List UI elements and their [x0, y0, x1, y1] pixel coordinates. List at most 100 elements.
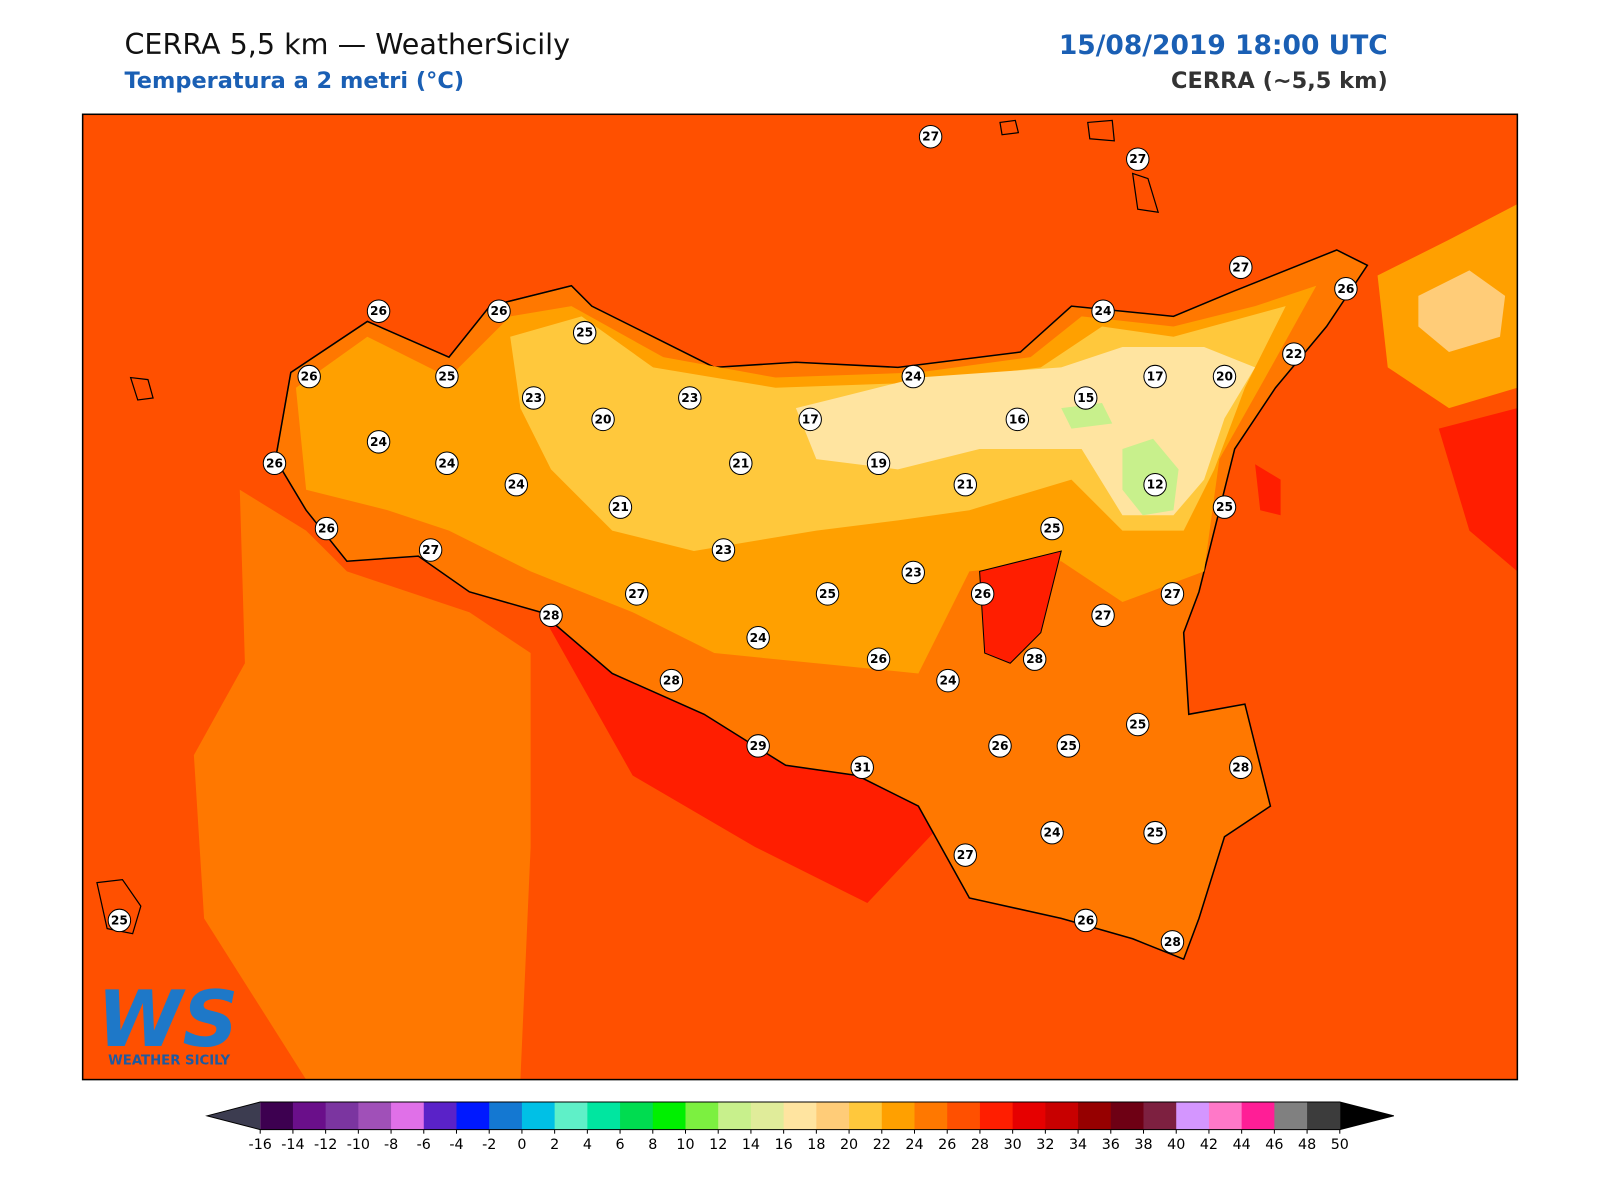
colorbar-under	[207, 1102, 261, 1130]
subtitle: Temperatura a 2 metri (°C)	[124, 68, 464, 94]
station-value: 16	[1009, 412, 1026, 426]
station-marker	[539, 603, 563, 628]
colorbar-segment	[456, 1102, 490, 1130]
station-marker	[1143, 364, 1167, 389]
station-value: 25	[1044, 522, 1061, 536]
station: 31	[850, 755, 874, 780]
station-marker	[1091, 603, 1115, 628]
colorbar-tick-label: 50	[1331, 1137, 1349, 1153]
station-marker	[1126, 712, 1150, 737]
station: 23	[711, 538, 736, 562]
colorbar-segment	[1078, 1102, 1112, 1130]
station: 19	[866, 451, 891, 475]
station: 24	[936, 668, 960, 693]
colorbar-tick-label: 24	[905, 1137, 923, 1153]
borders	[275, 285, 1062, 664]
station: 24	[366, 430, 391, 454]
colorbar-tick-label: -14	[281, 1137, 304, 1153]
station-value: 26	[1337, 282, 1354, 296]
colorbar-tick-label: 46	[1265, 1137, 1283, 1153]
station-marker	[1282, 342, 1306, 366]
station: 24	[1040, 820, 1064, 845]
colorbar-tick-label: 34	[1069, 1137, 1087, 1153]
colorbar-tick-label: -10	[347, 1137, 370, 1153]
station-marker	[366, 430, 391, 454]
station-marker	[608, 495, 633, 519]
colorbar-tick-label: 14	[742, 1137, 760, 1153]
station-marker	[297, 364, 321, 389]
model: CERRA (~5,5 km)	[1171, 68, 1388, 94]
colorbar-tick-label: 4	[583, 1137, 592, 1153]
colorbar-segment	[1176, 1102, 1210, 1130]
station: 26	[366, 299, 391, 323]
station: 26	[1073, 908, 1098, 933]
station-marker	[798, 407, 822, 432]
station-marker	[435, 364, 459, 389]
stations: 27 27 27 26 26 26 25 24 22 26 25 24 17 20 23 23 15 20 17 16…	[107, 125, 1358, 954]
colorbar-segment	[325, 1102, 359, 1130]
station-value: 25	[576, 326, 593, 340]
station: 23	[901, 560, 925, 585]
station-marker	[591, 407, 615, 432]
station-marker	[901, 364, 925, 389]
colorbar-tick-label: 38	[1134, 1137, 1152, 1153]
station: 27	[1091, 603, 1115, 628]
station-value: 27	[1164, 587, 1181, 601]
station-value: 23	[525, 391, 542, 405]
station-value: 24	[438, 456, 455, 470]
station: 23	[678, 386, 702, 410]
station-value: 26	[301, 370, 318, 384]
colorbar-segment	[685, 1102, 719, 1130]
station-value: 24	[508, 478, 525, 492]
colorbar-tick-label: 10	[676, 1137, 694, 1153]
station-marker	[746, 734, 770, 758]
station: 28	[659, 668, 684, 693]
station-value: 28	[543, 608, 560, 622]
station-value: 24	[905, 370, 922, 384]
map: WS WEATHER SICILY	[81, 113, 1519, 1081]
station-value: 26	[318, 522, 335, 536]
station-value: 27	[1232, 260, 1249, 274]
colorbar-segment	[587, 1102, 621, 1130]
colorbar-tick-label: 40	[1167, 1137, 1185, 1153]
station: 27	[625, 582, 649, 606]
colorbar-tick-label: 30	[1004, 1137, 1022, 1153]
colorbar-segment	[358, 1102, 392, 1130]
field-30b	[1255, 408, 1518, 572]
station-value: 20	[1216, 370, 1233, 384]
station: 12	[1143, 472, 1167, 497]
station: 29	[746, 734, 770, 758]
colorbar-tick-label: -12	[314, 1137, 337, 1153]
colorbar-segment	[1012, 1102, 1046, 1130]
station: 24	[746, 626, 770, 650]
station: 25	[815, 582, 840, 606]
colorbar-segment	[914, 1102, 948, 1130]
station-marker	[970, 582, 995, 606]
station-marker	[504, 472, 529, 497]
station: 24	[504, 472, 529, 497]
station-marker	[1126, 147, 1150, 171]
station-marker	[988, 734, 1012, 758]
station: 27	[418, 538, 443, 562]
colorbar-tick-label: 42	[1200, 1137, 1218, 1153]
station-value: 31	[854, 760, 871, 774]
station-value: 26	[370, 304, 387, 318]
station-value: 26	[490, 304, 507, 318]
colorbar: -16 -14 -12 -10 -8 -6 -4 -2 0 2 4 6 8 10 12 14 16 18 20 22 2…	[205, 1101, 1395, 1153]
station: 20	[1212, 364, 1237, 389]
station: 22	[1282, 342, 1306, 366]
colorbar-tick-label: 8	[648, 1137, 657, 1153]
station-marker	[1212, 364, 1237, 389]
station-marker	[1073, 908, 1098, 933]
station-marker	[1056, 734, 1081, 758]
colorbar-segment	[816, 1102, 850, 1130]
colorbar-segment	[979, 1102, 1014, 1130]
colorbar-tick-label: 20	[840, 1137, 858, 1153]
station: 16	[1005, 407, 1030, 432]
station-value: 17	[802, 412, 819, 426]
station: 27	[918, 125, 943, 149]
station: 26	[487, 299, 511, 323]
station-value: 27	[628, 587, 645, 601]
colorbar-tick-label: 26	[938, 1137, 956, 1153]
station-marker	[866, 647, 891, 671]
